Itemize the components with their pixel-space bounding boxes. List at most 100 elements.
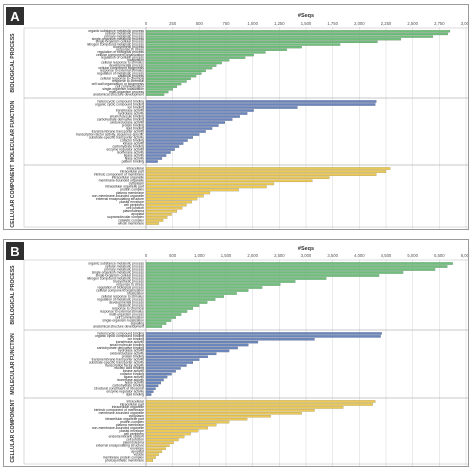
- bar: [145, 456, 156, 459]
- category-label: cellular response to chemical: [100, 77, 144, 81]
- bar: [145, 32, 448, 36]
- category-label: biosynthetic process: [113, 279, 144, 283]
- tick-label: 0: [145, 21, 148, 26]
- category-label: cell junction: [126, 438, 144, 442]
- category-label: plastid envelope: [119, 429, 144, 433]
- bar: [145, 420, 230, 424]
- category-label: transferase activity: [116, 108, 145, 112]
- bar: [145, 358, 200, 361]
- category-label: organic substance metabolic process: [88, 29, 144, 33]
- category-label: cellular metabolic process: [105, 264, 144, 268]
- bar: [145, 30, 451, 33]
- category-label: protein complex: [120, 420, 144, 424]
- category-label: cell periphery: [124, 432, 144, 436]
- bar: [145, 370, 176, 373]
- category-label: photosynthetic membrane: [105, 458, 144, 462]
- tick-label: 1,750: [327, 21, 338, 26]
- category-label: substrate-specific transporter activity: [89, 360, 144, 364]
- bar: [145, 447, 166, 450]
- bar: [145, 61, 222, 65]
- category-label: protein binding: [122, 355, 144, 359]
- bar: [145, 88, 173, 91]
- category-label: plastid envelope: [119, 200, 144, 204]
- bar: [145, 118, 233, 121]
- bar: [145, 191, 211, 195]
- bar: [145, 435, 185, 439]
- bar: [145, 133, 200, 136]
- bar: [145, 367, 181, 370]
- bar: [145, 304, 200, 307]
- category-label: regulation of metabolic process: [97, 71, 144, 75]
- category-label: transcription factor activity: [105, 363, 144, 367]
- category-label: external encapsulating structure: [96, 444, 144, 448]
- category-label: response to external stimulus: [100, 309, 144, 313]
- bar: [145, 69, 206, 73]
- bar: [145, 340, 259, 344]
- bar: [145, 145, 180, 148]
- tick-label: 4,000: [354, 253, 365, 258]
- bar: [145, 154, 167, 157]
- tick-label: 2,500: [407, 21, 418, 26]
- tick-label: 3,000: [301, 253, 312, 258]
- bar: [145, 82, 182, 86]
- bar: [145, 48, 287, 51]
- bar: [145, 103, 376, 106]
- bar: [145, 139, 188, 142]
- tick-label: 1,500: [301, 21, 312, 26]
- tick-label: 5,500: [434, 253, 445, 258]
- tick-label: 750: [223, 21, 231, 26]
- bar: [145, 77, 191, 80]
- category-label: intracellular part: [120, 169, 144, 173]
- category-label: ion binding: [128, 337, 145, 341]
- bar: [145, 40, 378, 44]
- chart-a: #Seqs 0 250 500 750 1,000 1,250 1,500 1,750 2,000…: [10, 13, 468, 229]
- category-label: signaling: [131, 321, 144, 325]
- bar: [145, 56, 246, 59]
- bar: [145, 400, 376, 403]
- bar: [145, 316, 176, 319]
- category-label: cellular component biogenesis: [98, 66, 144, 70]
- bar: [145, 335, 381, 338]
- bar: [145, 151, 171, 154]
- bar: [145, 372, 172, 376]
- bar: [145, 364, 187, 367]
- category-label: cytoplasm: [129, 182, 144, 186]
- bar: [145, 349, 230, 353]
- bar: [145, 219, 164, 222]
- category-label: response to stress: [116, 48, 144, 52]
- group-label: CELLULAR COMPONENT: [10, 399, 16, 463]
- bar: [145, 381, 162, 385]
- category-label: intracellular organelle part: [105, 417, 144, 421]
- bar: [145, 35, 434, 38]
- bar: [145, 222, 159, 225]
- bar: [145, 298, 216, 301]
- category-label: anatomical structure development: [93, 324, 144, 328]
- group-frame: [23, 397, 468, 465]
- x-axis-title: #Seqs: [298, 13, 314, 19]
- group-frame: [23, 164, 468, 228]
- category-label: nucleic acid binding: [114, 366, 144, 370]
- bar: [145, 75, 197, 78]
- bar: [145, 384, 159, 388]
- category-label: intracellular organelle: [112, 176, 144, 180]
- bar: [145, 130, 206, 133]
- group-label: CELLULAR COMPONENT: [10, 164, 16, 228]
- category-label: lyase activity: [125, 156, 145, 160]
- bar: [145, 387, 156, 390]
- category-label: plasmodesma: [123, 441, 144, 445]
- bar: [145, 423, 217, 427]
- bar: [145, 216, 168, 219]
- category-label: apoplast: [131, 449, 144, 453]
- category-label: isomerase activity: [117, 150, 144, 154]
- category-label: single-organism localization: [102, 87, 144, 91]
- category-label: membrane-bounded organelle: [99, 411, 145, 415]
- bar: [145, 112, 248, 115]
- category-label: envelope: [130, 447, 144, 451]
- bar: [145, 106, 298, 109]
- category-label: organic cyclic compound binding: [95, 334, 144, 338]
- category-label: intracellular: [127, 399, 145, 403]
- bar: [145, 209, 178, 213]
- bar: [145, 136, 194, 139]
- category-label: substrate-specific transporter activity: [89, 135, 144, 139]
- tick-label: 250: [169, 21, 177, 26]
